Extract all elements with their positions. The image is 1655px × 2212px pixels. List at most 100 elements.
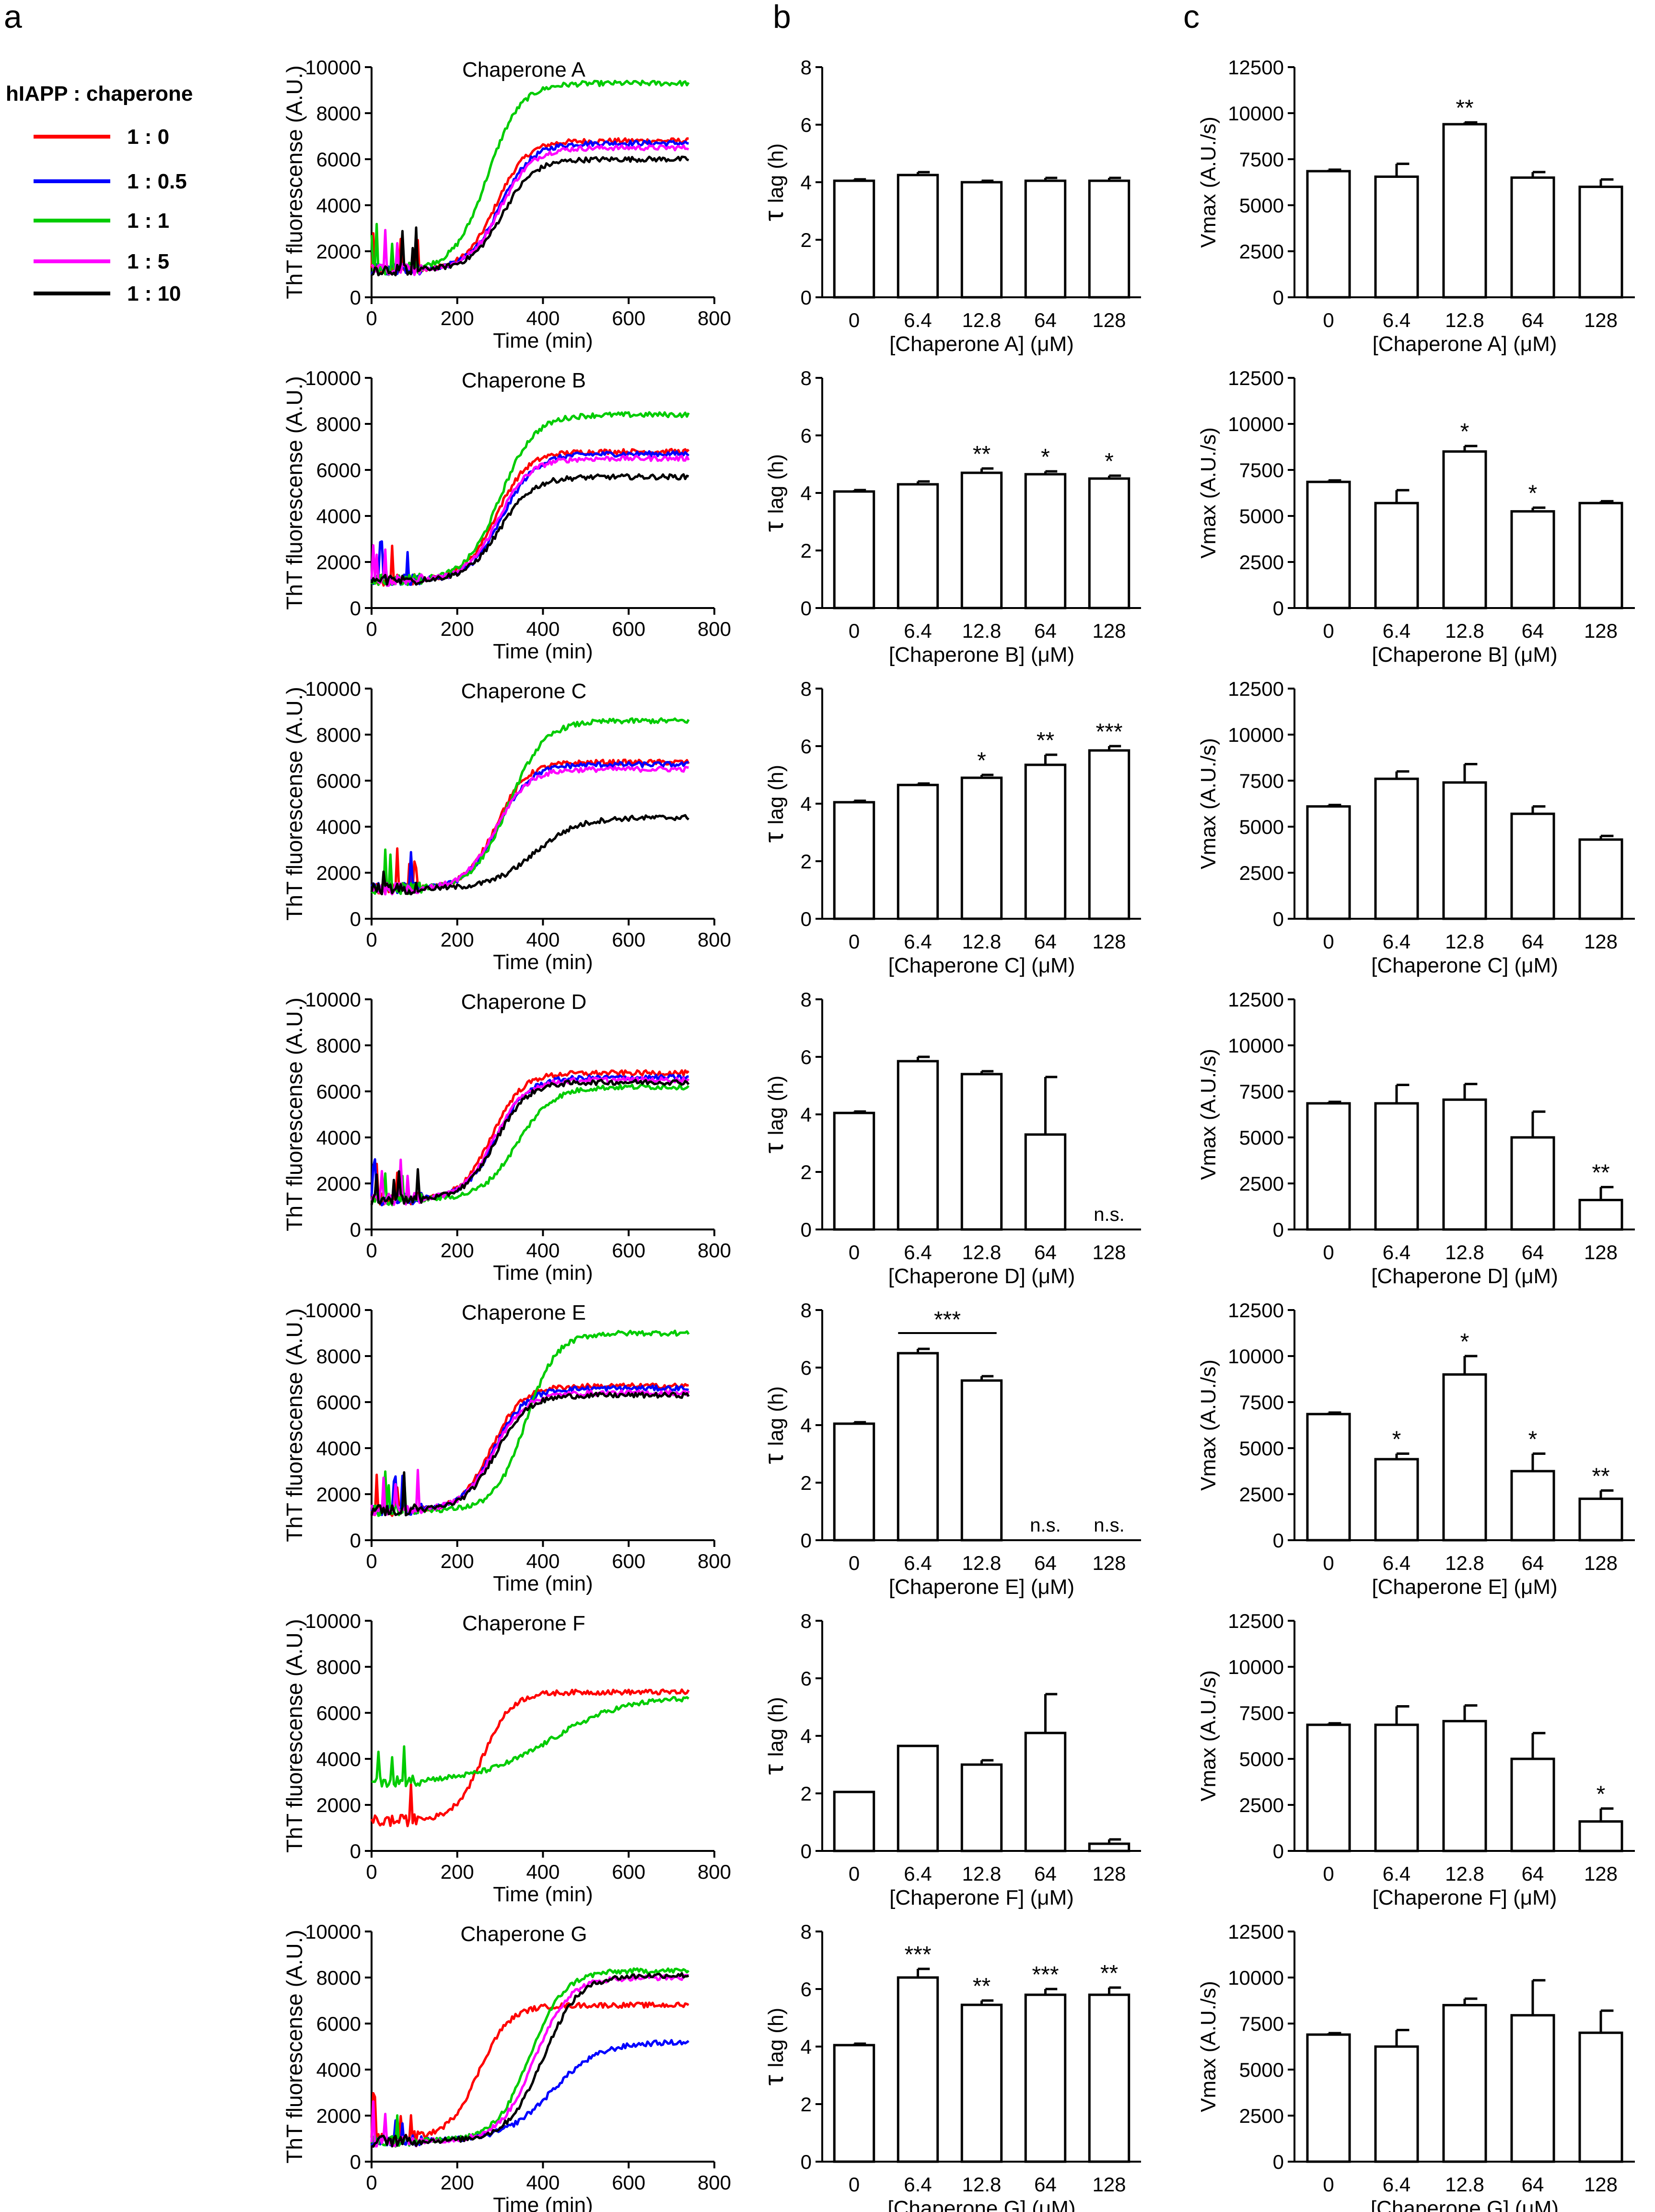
curve-y-tick-label: 0	[350, 1529, 361, 1552]
tau-x-tick-label: 12.8	[962, 620, 1002, 642]
curve-x-tick-label: 200	[441, 2171, 474, 2194]
curve-y-tick-label: 4000	[316, 2059, 361, 2081]
vmax-bar	[1510, 812, 1555, 920]
tau-y-label-text: lag (h)	[764, 143, 788, 203]
curve-series-1-5	[371, 765, 689, 896]
vmax-bar	[1374, 502, 1419, 609]
vmax-bar	[1578, 186, 1623, 299]
curve-plot-2: 0 2000 4000 6000 8000 10000 0 200 400 600 800 Chape…	[282, 678, 731, 974]
curve-series-1-5	[370, 1974, 689, 2148]
tau-bar	[833, 801, 875, 920]
tau-y-tick-label: 4	[801, 2036, 812, 2058]
tau-y-tick-label: 0	[801, 908, 812, 930]
vmax-bar	[1306, 1102, 1351, 1231]
curve-x-tick-label: 0	[366, 928, 377, 951]
vmax-significance-label: *	[1460, 1329, 1469, 1355]
curve-series-1-1	[370, 1967, 690, 2148]
tau-y-tick-label: 6	[801, 735, 812, 758]
tau-y-tick-label: 0	[801, 286, 812, 309]
tau-y-label-symbol: τ	[758, 2068, 789, 2086]
vmax-x-tick-label: 6.4	[1383, 1862, 1410, 1885]
curve-y-label: ThT fluorescense (A.U.)	[282, 1930, 307, 2163]
curve-series-1-0	[370, 1688, 690, 1827]
vmax-x-tick-label: 6.4	[1383, 2173, 1410, 2196]
curve-series-1-1	[371, 1696, 689, 1788]
tau-bar	[1088, 179, 1131, 299]
vmax-bar	[1578, 838, 1623, 920]
tau-plot-6: 0 2 4 6 8 0 6.4 *** 12.8 ** 64 *** 128 ** [Chaperone G…	[758, 1920, 1141, 2212]
tau-plot-3: 0 2 4 6 8 0 6.4 12.8 64 128 n.s. [Chaperone D] (μM)…	[758, 988, 1141, 1288]
vmax-x-label: [Chaperone E] (μM)	[1372, 1575, 1557, 1599]
vmax-x-tick-label: 12.8	[1445, 1862, 1484, 1885]
tau-x-tick-label: 12.8	[962, 1241, 1002, 1264]
vmax-y-tick-label: 10000	[1228, 102, 1284, 125]
tau-bar	[960, 1379, 1003, 1542]
tau-y-tick-label: 0	[801, 2151, 812, 2173]
tau-x-tick-label: 128	[1092, 1862, 1126, 1885]
vmax-x-tick-label: 0	[1323, 930, 1334, 953]
vmax-bar	[1374, 2045, 1419, 2163]
vmax-bar	[1306, 1413, 1351, 1542]
tau-y-tick-label: 6	[801, 1046, 812, 1068]
vmax-y-tick-label: 5000	[1239, 1126, 1284, 1149]
tau-x-tick-label: 64	[1034, 930, 1057, 953]
tau-y-tick-label: 8	[801, 56, 812, 79]
panel-label-b: b	[773, 0, 791, 35]
vmax-bar	[1578, 1498, 1623, 1542]
curve-title: Chaperone E	[462, 1301, 586, 1324]
curve-x-tick-label: 400	[526, 928, 559, 951]
vmax-bar	[1510, 176, 1555, 299]
tau-x-tick-label: 128	[1092, 1241, 1126, 1264]
vmax-x-label: [Chaperone D] (μM)	[1371, 1264, 1558, 1288]
curve-y-tick-label: 8000	[316, 102, 361, 125]
vmax-x-tick-label: 12.8	[1445, 620, 1484, 642]
vmax-x-tick-label: 6.4	[1383, 309, 1410, 331]
tau-x-tick-label: 6.4	[904, 930, 932, 953]
tau-x-tick-label: 12.8	[962, 2173, 1002, 2196]
curve-series-1-10	[371, 1972, 689, 2148]
curve-y-tick-label: 8000	[316, 413, 361, 435]
curve-x-tick-label: 0	[366, 1861, 377, 1883]
curve-x-tick-label: 0	[366, 618, 377, 640]
tau-x-tick-label: 128	[1092, 620, 1126, 642]
vmax-y-label: Vmax (A.U./s)	[1197, 427, 1220, 559]
curve-x-label: Time (min)	[493, 1883, 593, 1906]
vmax-plot-5: 0 2500 5000 7500 10000 12500 0 6.4 12.8 64 128 * [Ch…	[1197, 1610, 1635, 1909]
tau-bar	[1024, 1993, 1067, 2163]
tau-y-tick-label: 4	[801, 171, 812, 194]
vmax-x-tick-label: 64	[1522, 1552, 1544, 1574]
vmax-y-tick-label: 5000	[1239, 816, 1284, 838]
vmax-x-tick-label: 0	[1323, 620, 1334, 642]
vmax-x-tick-label: 0	[1323, 1862, 1334, 1885]
vmax-y-tick-label: 2500	[1239, 1172, 1284, 1195]
curve-x-label: Time (min)	[493, 1572, 593, 1595]
curve-y-tick-label: 0	[350, 286, 361, 309]
curve-y-label: ThT fluorescense (A.U.)	[282, 1619, 307, 1852]
tau-y-tick-label: 0	[801, 597, 812, 620]
tau-y-label-text: lag (h)	[764, 765, 788, 825]
tau-x-tick-label: 64	[1034, 2173, 1057, 2196]
tau-x-tick-label: 0	[849, 930, 860, 953]
curve-x-tick-label: 200	[441, 307, 474, 329]
vmax-plot-0: 0 2500 5000 7500 10000 12500 0 6.4 12.8 ** 64 128 [C…	[1197, 56, 1635, 356]
curve-y-tick-label: 6000	[316, 1080, 361, 1103]
tau-bar	[897, 1060, 939, 1231]
vmax-y-tick-label: 5000	[1239, 2059, 1284, 2081]
vmax-significance-label: **	[1456, 95, 1473, 121]
curve-x-tick-label: 800	[698, 1239, 731, 1262]
tau-bar	[1024, 179, 1067, 299]
curve-series-1-10	[371, 155, 689, 277]
curve-title: Chaperone C	[461, 679, 587, 703]
curve-x-tick-label: 600	[612, 1239, 645, 1262]
vmax-x-tick-label: 64	[1522, 930, 1544, 953]
curve-y-label: ThT fluorescense (A.U.)	[282, 1308, 307, 1542]
vmax-bar	[1510, 510, 1555, 609]
tau-x-tick-label: 6.4	[904, 620, 932, 642]
vmax-y-tick-label: 10000	[1228, 1966, 1284, 1989]
vmax-x-tick-label: 12.8	[1445, 930, 1484, 953]
tau-bar	[1088, 1993, 1131, 2163]
tau-significance-label: ***	[1096, 719, 1122, 745]
vmax-y-label: Vmax (A.U./s)	[1197, 1049, 1220, 1180]
legend-label-black: 1 : 10	[127, 282, 181, 305]
